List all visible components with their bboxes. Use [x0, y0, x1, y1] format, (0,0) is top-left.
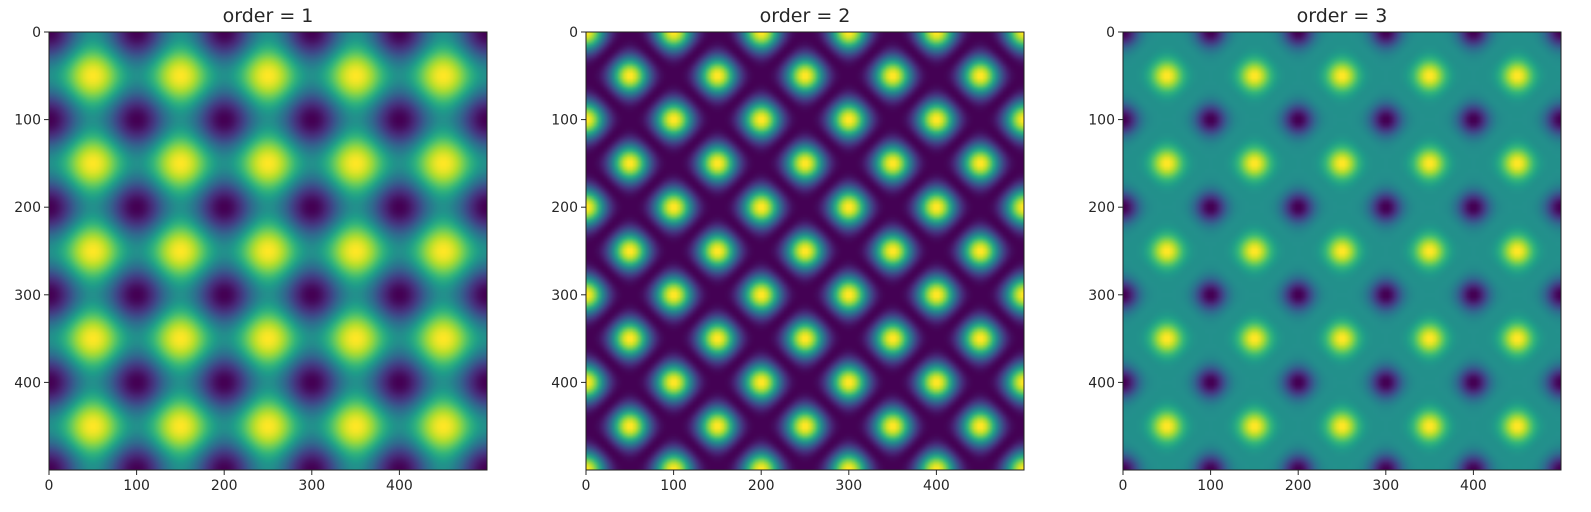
x-tick-label: 300	[835, 478, 862, 494]
x-tick-label: 100	[660, 478, 687, 494]
y-tick-label: 0	[1106, 25, 1115, 41]
y-tick-label: 300	[1088, 288, 1115, 304]
heatmap-panel-3: order = 3 0 100 200 300 400 0 100 200 300 400	[1088, 5, 1562, 494]
x-tick-label: 200	[748, 478, 775, 494]
x-tick-label: 300	[1372, 478, 1399, 494]
panel-title: order = 3	[1297, 5, 1388, 27]
y-tick-label: 400	[14, 375, 41, 391]
x-tick-label: 0	[582, 478, 591, 494]
y-tick-label: 400	[1088, 375, 1115, 391]
plot-frame	[585, 31, 1025, 471]
y-tick-label: 0	[569, 25, 578, 41]
y-tick-label: 100	[551, 113, 578, 129]
heatmap-panel-1: order = 1 0 100 200 300 400 0 100 200 300 400	[14, 5, 488, 494]
x-tick-label: 0	[1119, 478, 1128, 494]
y-tick-label: 100	[14, 113, 41, 129]
x-tick-label: 400	[386, 478, 413, 494]
x-tick-label: 0	[45, 478, 54, 494]
plot-frame	[48, 31, 488, 471]
panels: order = 10 100 200 300 4000100200300400order…	[14, 5, 1562, 494]
x-tick-label: 200	[211, 478, 238, 494]
y-tick-label: 300	[14, 288, 41, 304]
y-tick-label: 300	[551, 288, 578, 304]
heatmap-image	[49, 32, 487, 470]
y-tick-label: 200	[14, 200, 41, 216]
y-tick-label: 400	[551, 375, 578, 391]
y-tick-label: 100	[1088, 113, 1115, 129]
y-tick-label: 200	[1088, 200, 1115, 216]
x-tick-label: 100	[123, 478, 150, 494]
x-tick-label: 200	[1285, 478, 1312, 494]
y-tick-label: 200	[551, 200, 578, 216]
heatmap-image	[1123, 32, 1561, 470]
x-tick-label: 400	[1460, 478, 1487, 494]
panel-title: order = 2	[760, 5, 851, 27]
heatmap-panel-2: order = 2 0 100 200 300 400 0 100 200 300 400	[551, 5, 1025, 494]
x-tick-label: 100	[1197, 478, 1224, 494]
heatmap-image	[586, 32, 1024, 470]
plot-frame	[1122, 31, 1562, 471]
x-tick-label: 300	[298, 478, 325, 494]
panel-title: order = 1	[223, 5, 314, 27]
x-tick-label: 400	[923, 478, 950, 494]
y-tick-label: 0	[32, 25, 41, 41]
